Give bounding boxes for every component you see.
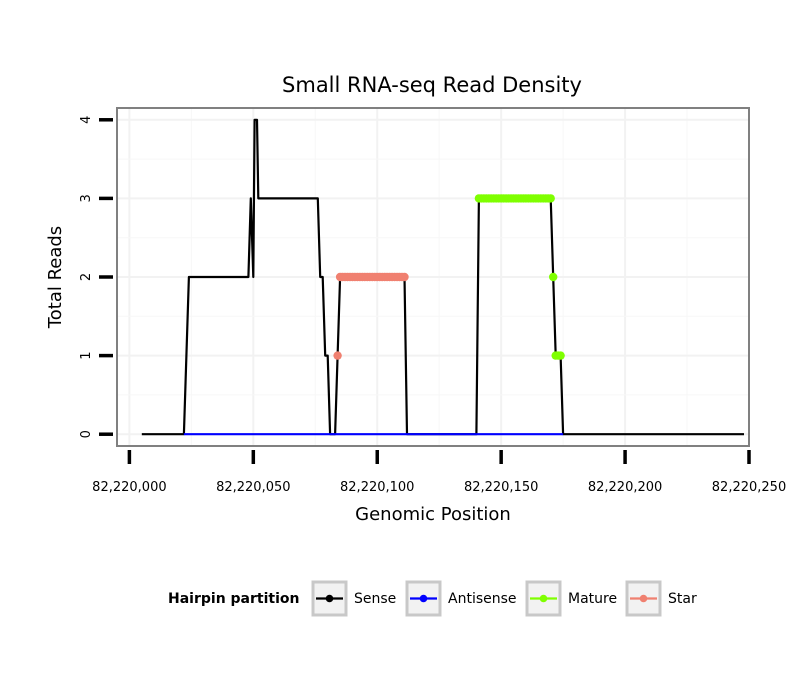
legend-label-antisense: Antisense [448,591,517,607]
y-tick-label: 4 [79,116,94,124]
legend: Hairpin partition Sense Antisense Mature St… [168,580,697,617]
data-point-mature [546,194,555,203]
chart-title: Small RNA-seq Read Density [282,73,582,97]
legend-key-dot-antisense [419,594,428,603]
y-tick-label: 2 [79,273,94,281]
x-tick-label: 82,220,000 [92,480,166,495]
legend-key-dot-sense [325,594,334,603]
y-tick-label: 0 [79,430,94,438]
data-point-mature [556,351,565,360]
axes: 82,220,000 82,220,050 82,220,100 82,220,150… [79,116,786,495]
y-tick-label: 1 [79,351,94,359]
x-tick-label: 82,220,150 [464,480,538,495]
legend-label-star: Star [668,591,697,607]
x-axis-title: Genomic Position [355,504,511,525]
y-axis-title: Total Reads [45,226,66,329]
x-tick-label: 82,220,050 [216,480,290,495]
legend-label-mature: Mature [568,591,617,607]
legend-title: Hairpin partition [168,591,299,607]
legend-key-dot-star [639,594,648,603]
x-tick-label: 82,220,100 [340,480,414,495]
legend-key-dot-mature [539,594,548,603]
x-tick-label: 82,220,250 [712,480,786,495]
y-tick-label: 3 [79,194,94,202]
series-layer [141,118,744,436]
data-point-star [333,351,342,360]
data-point-mature [549,272,558,282]
panel-border [116,107,750,447]
legend-label-sense: Sense [354,591,396,607]
x-tick-label: 82,220,200 [588,480,662,495]
series-line-sense [141,118,744,436]
data-point-star [400,272,409,282]
